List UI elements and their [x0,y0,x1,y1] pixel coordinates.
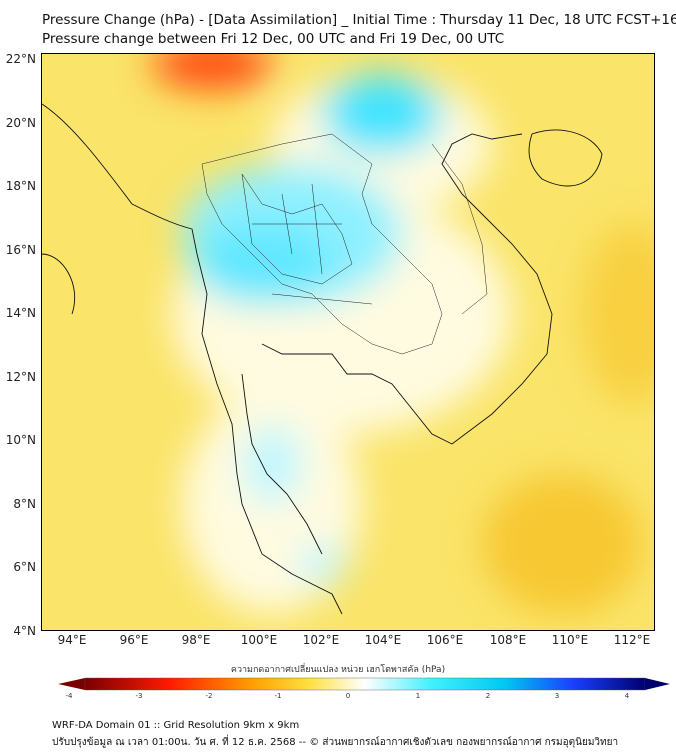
colorbar-tick: 4 [624,692,630,700]
colorbar-tick: -2 [205,692,213,700]
footer-credit: ปรับปรุงข้อมูล ณ เวลา 01:00น. วัน ศ. ที่… [52,737,619,748]
admin-borders [201,133,488,355]
colorbar-tick: -4 [65,692,73,700]
lat-label: 4°N [13,624,36,638]
lon-label: 98°E [181,633,211,647]
colorbar-min-arrow [58,678,85,690]
title-line-1: Pressure Change (hPa) - [Data Assimilati… [42,12,676,28]
lon-label: 106°E [426,633,464,647]
lon-label: 94°E [57,633,87,647]
colorbar-tick: 2 [485,692,491,700]
colorbar-label: ความกดอากาศเปลี่ยนแปลง หน่วย เฮกโตพาสคัล… [230,665,446,675]
coastlines [42,103,603,615]
title-line-2: Pressure change between Fri 12 Dec, 00 U… [42,31,505,47]
lat-label: 8°N [13,497,36,511]
lat-label: 14°N [5,306,36,320]
lon-label: 100°E [240,633,278,647]
lat-label: 12°N [5,370,36,384]
colorbar-max-arrow [645,678,670,690]
lon-label: 96°E [119,633,149,647]
colorbar [58,677,670,691]
colorbar-tick: -1 [274,692,282,700]
lat-label: 20°N [5,116,36,130]
map-canvas [42,54,654,630]
colorbar-tick: -3 [135,692,143,700]
lon-label: 112°E [613,633,651,647]
lat-label: 22°N [5,52,36,66]
lon-label: 110°E [551,633,589,647]
footer-model-info: WRF-DA Domain 01 :: Grid Resolution 9km … [52,720,300,731]
colorbar-tick: 1 [415,692,421,700]
lat-label: 6°N [13,560,36,574]
pressure-change-map [41,53,655,631]
pressure-field [152,54,654,614]
lat-label: 10°N [5,433,36,447]
colorbar-tick: 0 [345,692,351,700]
lat-label: 16°N [5,243,36,257]
lat-label: 18°N [5,179,36,193]
lon-label: 108°E [489,633,527,647]
lon-label: 104°E [364,633,402,647]
lon-label: 102°E [302,633,340,647]
colorbar-gradient [84,677,646,691]
colorbar-tick: 3 [554,692,560,700]
